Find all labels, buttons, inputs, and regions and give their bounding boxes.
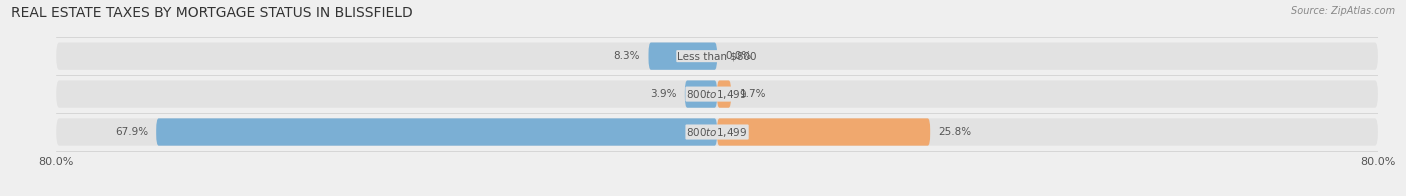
Text: 67.9%: 67.9%: [115, 127, 148, 137]
FancyBboxPatch shape: [717, 80, 731, 108]
Text: Source: ZipAtlas.com: Source: ZipAtlas.com: [1291, 6, 1395, 16]
Text: REAL ESTATE TAXES BY MORTGAGE STATUS IN BLISSFIELD: REAL ESTATE TAXES BY MORTGAGE STATUS IN …: [11, 6, 413, 20]
Text: 8.3%: 8.3%: [614, 51, 640, 61]
FancyBboxPatch shape: [56, 80, 1378, 108]
FancyBboxPatch shape: [56, 43, 1378, 70]
Text: 25.8%: 25.8%: [938, 127, 972, 137]
Text: $800 to $1,499: $800 to $1,499: [686, 125, 748, 139]
Text: $800 to $1,499: $800 to $1,499: [686, 88, 748, 101]
FancyBboxPatch shape: [156, 118, 717, 146]
Text: Less than $800: Less than $800: [678, 51, 756, 61]
Text: 3.9%: 3.9%: [650, 89, 676, 99]
Text: 0.0%: 0.0%: [725, 51, 752, 61]
FancyBboxPatch shape: [685, 80, 717, 108]
FancyBboxPatch shape: [56, 118, 1378, 146]
FancyBboxPatch shape: [717, 118, 931, 146]
Text: 1.7%: 1.7%: [740, 89, 766, 99]
FancyBboxPatch shape: [648, 43, 717, 70]
